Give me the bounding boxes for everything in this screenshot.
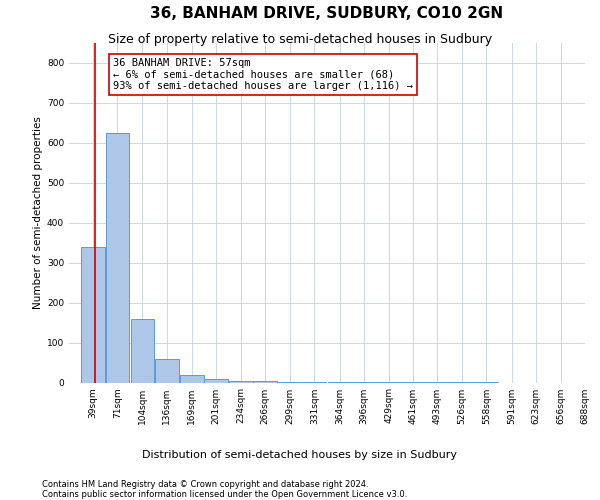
Bar: [229, 380, 253, 382]
Text: 36 BANHAM DRIVE: 57sqm
← 6% of semi-detached houses are smaller (68)
93% of semi: 36 BANHAM DRIVE: 57sqm ← 6% of semi-deta…: [113, 58, 413, 91]
Bar: [82, 246, 105, 382]
Y-axis label: Number of semi-detached properties: Number of semi-detached properties: [33, 116, 43, 309]
Bar: [204, 378, 228, 382]
Bar: [155, 358, 179, 382]
Text: Contains public sector information licensed under the Open Government Licence v3: Contains public sector information licen…: [42, 490, 407, 499]
Bar: [106, 132, 130, 382]
Title: 36, BANHAM DRIVE, SUDBURY, CO10 2GN: 36, BANHAM DRIVE, SUDBURY, CO10 2GN: [151, 6, 503, 20]
Text: Distribution of semi-detached houses by size in Sudbury: Distribution of semi-detached houses by …: [143, 450, 458, 460]
Bar: [180, 374, 203, 382]
Text: Size of property relative to semi-detached houses in Sudbury: Size of property relative to semi-detach…: [108, 32, 492, 46]
Bar: [131, 318, 154, 382]
Text: Contains HM Land Registry data © Crown copyright and database right 2024.: Contains HM Land Registry data © Crown c…: [42, 480, 368, 489]
